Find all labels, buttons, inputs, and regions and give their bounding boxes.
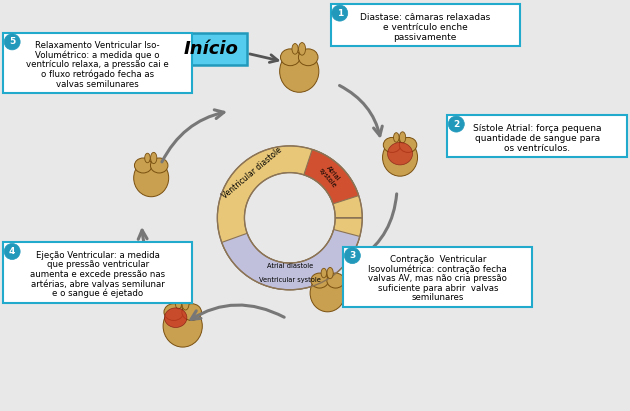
- Text: e ventrículo enche: e ventrículo enche: [383, 23, 467, 32]
- Ellipse shape: [164, 304, 183, 321]
- Ellipse shape: [394, 133, 399, 142]
- Ellipse shape: [383, 137, 401, 152]
- Ellipse shape: [292, 44, 298, 54]
- Ellipse shape: [182, 298, 189, 310]
- Text: aumenta e excede pressão nas: aumenta e excede pressão nas: [30, 270, 165, 279]
- Ellipse shape: [311, 273, 328, 288]
- Ellipse shape: [299, 49, 318, 66]
- Text: o fluxo retrógado fecha as: o fluxo retrógado fecha as: [41, 70, 154, 79]
- Ellipse shape: [299, 43, 306, 55]
- Text: Ventricular systole: Ventricular systole: [259, 277, 321, 284]
- Ellipse shape: [145, 153, 150, 163]
- FancyBboxPatch shape: [3, 33, 192, 93]
- Ellipse shape: [182, 304, 202, 321]
- Circle shape: [4, 34, 20, 50]
- PathPatch shape: [217, 146, 362, 290]
- Text: 3: 3: [349, 251, 355, 260]
- Ellipse shape: [163, 305, 202, 347]
- Ellipse shape: [134, 158, 152, 173]
- Text: artérias, abre valvas semilunar: artérias, abre valvas semilunar: [31, 279, 164, 289]
- Text: ventrículo relaxa, a pressão cai e: ventrículo relaxa, a pressão cai e: [26, 60, 169, 69]
- Ellipse shape: [175, 298, 181, 309]
- FancyBboxPatch shape: [331, 4, 520, 46]
- Text: passivamente: passivamente: [394, 33, 457, 42]
- Text: que pressão ventricular: que pressão ventricular: [47, 261, 149, 269]
- Text: e o sangue é ejetado: e o sangue é ejetado: [52, 289, 143, 298]
- Text: os ventrículos.: os ventrículos.: [504, 144, 570, 153]
- Text: 1: 1: [336, 9, 343, 18]
- Circle shape: [449, 116, 464, 132]
- Circle shape: [332, 5, 348, 21]
- Ellipse shape: [321, 268, 326, 278]
- Ellipse shape: [280, 49, 300, 66]
- FancyBboxPatch shape: [3, 242, 192, 302]
- PathPatch shape: [222, 229, 360, 290]
- Ellipse shape: [327, 268, 333, 279]
- Ellipse shape: [134, 159, 169, 197]
- Circle shape: [4, 243, 20, 259]
- Ellipse shape: [151, 152, 157, 164]
- Text: Ejeção Ventricular: a medida: Ejeção Ventricular: a medida: [36, 251, 159, 260]
- Ellipse shape: [164, 308, 187, 328]
- Ellipse shape: [387, 143, 413, 165]
- Text: Sístole Atrial: força pequena: Sístole Atrial: força pequena: [473, 124, 601, 133]
- Text: Volumétrico: a medida que o: Volumétrico: a medida que o: [35, 51, 160, 60]
- Text: suficiente para abrir  valvas: suficiente para abrir valvas: [377, 284, 498, 293]
- Text: 4: 4: [9, 247, 15, 256]
- Ellipse shape: [382, 139, 418, 176]
- Text: Contração  Ventricular: Contração Ventricular: [390, 255, 486, 264]
- Text: Isovolumétrica: contração fecha: Isovolumétrica: contração fecha: [369, 264, 507, 274]
- Text: 5: 5: [9, 37, 15, 46]
- Ellipse shape: [327, 273, 345, 288]
- Text: Relaxamento Ventricular Iso-: Relaxamento Ventricular Iso-: [35, 41, 160, 50]
- Ellipse shape: [399, 137, 417, 152]
- Text: quantidade de sangue para: quantidade de sangue para: [474, 134, 600, 143]
- Text: Diastase: câmaras relaxadas: Diastase: câmaras relaxadas: [360, 13, 490, 22]
- Text: Início: Início: [183, 40, 239, 58]
- Text: Atrial
systole: Atrial systole: [318, 162, 343, 189]
- Text: semilunares: semilunares: [411, 293, 464, 302]
- Text: 2: 2: [453, 120, 459, 129]
- Circle shape: [345, 247, 360, 263]
- Ellipse shape: [280, 50, 319, 92]
- FancyBboxPatch shape: [343, 247, 532, 307]
- Text: valvas semilunares: valvas semilunares: [56, 80, 139, 89]
- Ellipse shape: [399, 132, 406, 143]
- Ellipse shape: [151, 158, 168, 173]
- FancyBboxPatch shape: [175, 33, 247, 65]
- Text: valvas AV, mas não cria pressão: valvas AV, mas não cria pressão: [369, 274, 507, 283]
- PathPatch shape: [304, 150, 358, 204]
- Ellipse shape: [310, 274, 345, 312]
- FancyBboxPatch shape: [447, 115, 627, 157]
- Text: Atrial diastole: Atrial diastole: [266, 263, 313, 270]
- Text: Ventricular diastole: Ventricular diastole: [220, 145, 284, 201]
